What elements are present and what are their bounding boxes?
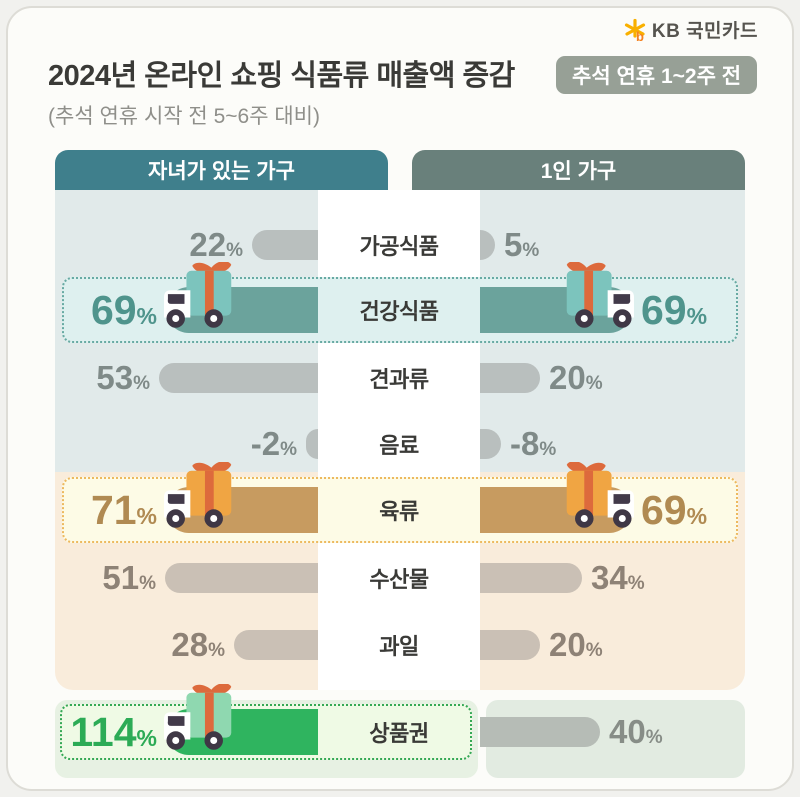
period-badge-label: 추석 연휴 1~2주 전	[572, 65, 742, 88]
chart-row: 51% 수산물 34%	[55, 545, 745, 611]
category-label: 과일	[379, 634, 419, 659]
left-value: 114%	[70, 708, 157, 755]
left-bar	[306, 429, 318, 459]
delivery-truck-gift-icon	[164, 462, 232, 528]
period-badge: 추석 연휴 1~2주 전	[556, 56, 758, 94]
left-value: 28%	[171, 626, 225, 663]
category-label: 육류	[379, 499, 419, 524]
chart-row: 28% 과일 20%	[55, 612, 745, 678]
right-value: 20%	[549, 359, 603, 396]
category-label: 견과류	[369, 367, 429, 392]
chart-row: 22% 가공식품 5%	[55, 212, 745, 278]
left-bar	[165, 563, 318, 593]
right-value: 20%	[549, 626, 603, 663]
chart-row: 53% 견과류 20%	[55, 345, 745, 411]
chart-row-highlight: 71% 육류	[55, 462, 745, 543]
left-value: 51%	[102, 559, 156, 596]
kb-star-icon: b	[624, 18, 645, 42]
left-bar	[234, 630, 318, 660]
right-bar	[480, 630, 540, 660]
chart-row-highlight: 69% 건강식품	[55, 262, 745, 343]
right-bar	[480, 717, 600, 747]
left-value: 53%	[96, 359, 150, 396]
left-bar	[159, 363, 318, 393]
chart-row-highlight: 114% 상품권 40%	[55, 684, 745, 761]
delivery-truck-gift-icon	[566, 262, 634, 328]
left-value: 22%	[189, 226, 243, 263]
right-value: 5%	[504, 226, 540, 263]
column-header-single: 1인 가구	[412, 150, 745, 190]
left-value: 71%	[90, 486, 157, 533]
svg-text:b: b	[636, 29, 644, 42]
category-label: 음료	[379, 433, 419, 458]
delivery-truck-gift-icon	[566, 462, 634, 528]
left-value: 69%	[90, 286, 157, 333]
column-header-family: 자녀가 있는 가구	[55, 150, 388, 190]
brand-name: KB 국민카드	[651, 21, 758, 42]
left-value: -2%	[250, 425, 297, 462]
category-label: 상품권	[369, 721, 429, 746]
right-bar	[480, 363, 540, 393]
right-bar	[480, 563, 582, 593]
page-title: 2024년 온라인 쇼핑 식품류 매출액 증감	[48, 60, 515, 92]
right-value: 40%	[609, 713, 663, 750]
kb-logo: b KB 국민카드	[623, 16, 758, 43]
category-label: 수산물	[369, 567, 429, 592]
right-value: -8%	[510, 425, 557, 462]
chart-row: -2% 음료 -8%	[55, 411, 745, 477]
category-label: 건강식품	[359, 299, 439, 324]
right-bar	[480, 429, 501, 459]
page-subtitle: (추석 연휴 시작 전 5~6주 대비)	[48, 105, 320, 128]
delivery-truck-gift-icon	[164, 262, 232, 328]
right-value: 69%	[641, 486, 708, 533]
delivery-truck-gift-icon	[164, 684, 232, 750]
right-value: 69%	[641, 286, 708, 333]
left-bar	[252, 230, 318, 260]
right-bar	[480, 230, 495, 260]
right-value: 34%	[591, 559, 645, 596]
center-label-band	[318, 190, 480, 690]
category-label: 가공식품	[359, 234, 439, 259]
